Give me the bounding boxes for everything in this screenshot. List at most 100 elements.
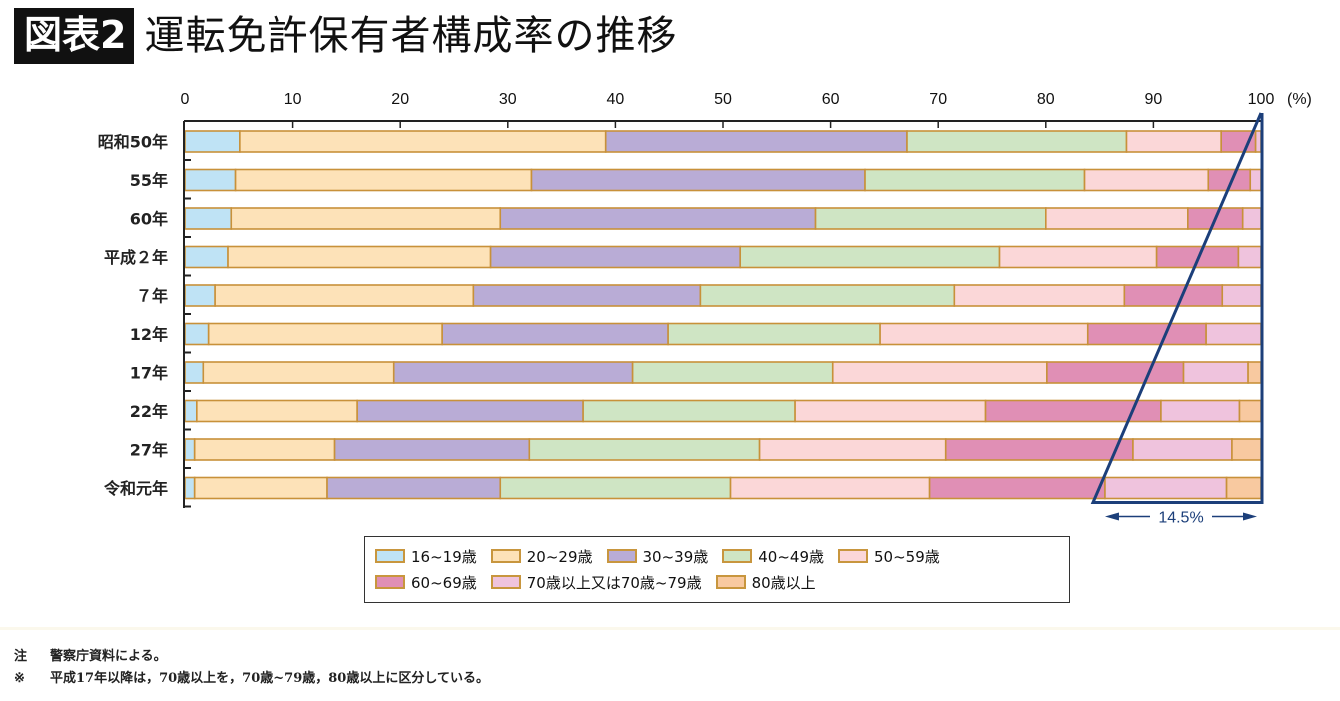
y-category-label: 平成２年 — [104, 248, 168, 267]
bar-segment — [1104, 476, 1228, 500]
legend-item: 30~39歳 — [606, 546, 709, 567]
legend-swatch-icon — [722, 549, 753, 563]
x-tick-label: 100 — [1248, 91, 1275, 108]
stacked-bar-chart: 0 10 20 30 40 50 60 70 80 90 100 (%) 昭和50年 55年 60年平成２… — [98, 91, 1312, 527]
notes: 注 警察庁資料による。 ※ 平成17年以降は，70歳以上を，70歳~79歳，80… — [14, 646, 489, 690]
bar-segment — [230, 207, 502, 230]
x-tick-label: 20 — [391, 91, 409, 108]
legend-item: 50~59歳 — [838, 546, 940, 567]
legend-label: 30~39歳 — [642, 547, 709, 566]
legend-label: 60~69歳 — [411, 573, 477, 592]
note-category: ※ 平成17年以降は，70歳以上を，70歳~79歳，80歳以上に区分している。 — [14, 668, 489, 690]
bar-segment — [1254, 130, 1262, 153]
bar-segment — [326, 476, 502, 500]
bar-segment — [499, 207, 817, 230]
bar-segment — [227, 245, 492, 269]
bar-segment — [1241, 207, 1262, 230]
bar-segment — [814, 207, 1047, 230]
y-category-label: 昭和50年 — [98, 133, 168, 152]
bar-segment — [1237, 245, 1262, 269]
bar-segment — [184, 322, 210, 346]
bar-segment — [1249, 168, 1262, 192]
bar-segment — [699, 284, 956, 307]
bar-segment — [184, 438, 196, 461]
bar-segment — [472, 284, 702, 307]
bar-segment — [528, 438, 761, 461]
bar-segment — [1225, 476, 1262, 500]
legend-swatch-icon — [375, 549, 405, 563]
y-category-label: 60年 — [130, 210, 168, 229]
legend-label: 40~49歳 — [758, 547, 824, 566]
annotation-label: 14.5% — [1158, 510, 1203, 527]
y-category-label: 12年 — [130, 325, 168, 344]
legend-swatch-icon — [606, 549, 637, 563]
y-category-label: 17年 — [130, 364, 168, 383]
figure-title: 図表2 運転免許保有者構成率の推移 — [14, 8, 677, 64]
bar-segment — [604, 130, 908, 153]
bar-segment — [667, 322, 881, 346]
bar-segment — [1205, 322, 1262, 346]
legend-item: 16~19歳 — [375, 546, 477, 567]
y-category-label: ７年 — [136, 287, 168, 306]
note-text: 平成17年以降は，70歳以上を，70歳~79歳，80歳以上に区分している。 — [50, 671, 489, 686]
legend-item: 40~49歳 — [722, 546, 824, 567]
bar-segment — [184, 207, 233, 230]
legend-label: 50~59歳 — [874, 547, 940, 566]
bar-segment — [530, 168, 866, 192]
x-tick-label: 50 — [714, 91, 732, 108]
legend-item: 60~69歳 — [375, 572, 477, 593]
bar-segment — [739, 245, 1001, 269]
figure-badge: 図表2 — [14, 8, 135, 64]
legend-item: 70歳以上又は70歳~79歳 — [490, 572, 702, 593]
legend-swatch-icon — [490, 575, 521, 589]
bar-segment — [879, 322, 1089, 346]
legend-item: 80歳以上 — [715, 572, 816, 593]
bar-segment — [1247, 361, 1262, 384]
y-category-label: 令和元年 — [103, 479, 168, 498]
x-tick-label: 0 — [181, 91, 190, 108]
bar-segment — [441, 322, 669, 346]
bar-segment — [1123, 284, 1224, 307]
bar-segment — [392, 361, 634, 384]
bar-segment — [184, 476, 196, 500]
x-tick-label: 10 — [284, 91, 302, 108]
bar-segment — [499, 476, 732, 500]
x-tick-label: 90 — [1145, 91, 1163, 108]
x-tick-label: 80 — [1037, 91, 1055, 108]
bar-segment — [1046, 361, 1185, 384]
bar-segment — [196, 399, 358, 423]
legend-swatch-icon — [375, 575, 405, 589]
legend-label: 70歳以上又は70歳~79歳 — [526, 573, 702, 592]
arrow-right-icon — [1243, 512, 1257, 521]
bar-segment — [906, 130, 1128, 153]
bar-segment — [184, 245, 229, 269]
bar-segment — [1125, 130, 1222, 153]
bar-segment — [1086, 322, 1207, 346]
arrow-left-icon — [1104, 512, 1119, 521]
annotation-outline — [1090, 112, 1264, 504]
bar-segment — [239, 130, 607, 153]
y-category-label: 27年 — [130, 441, 168, 460]
bar-segment — [184, 399, 198, 423]
bar-segment — [998, 245, 1158, 269]
bar-segment — [184, 130, 241, 153]
bar-segment — [864, 168, 1086, 192]
note-text: 警察庁資料による。 — [50, 649, 167, 664]
bar-segment — [928, 476, 1106, 500]
bar-segment — [729, 476, 931, 500]
bar-segment — [1231, 438, 1262, 461]
bar-segment — [831, 361, 1048, 384]
x-tick-label: 60 — [822, 91, 840, 108]
legend-swatch-icon — [715, 575, 746, 589]
bar-segment — [758, 438, 947, 461]
bar-segment — [953, 284, 1126, 307]
bar-segment — [1132, 438, 1233, 461]
legend-swatch-icon — [490, 549, 521, 563]
legend-label: 20~29歳 — [526, 547, 593, 566]
bar-segment — [193, 438, 336, 461]
legend-row: 60~69歳 70歳以上又は70歳~79歳 80歳以上 — [375, 569, 1059, 595]
x-tick-label: 70 — [929, 91, 947, 108]
annotation: 14.5% — [1090, 112, 1264, 527]
x-tick-label: 30 — [499, 91, 517, 108]
